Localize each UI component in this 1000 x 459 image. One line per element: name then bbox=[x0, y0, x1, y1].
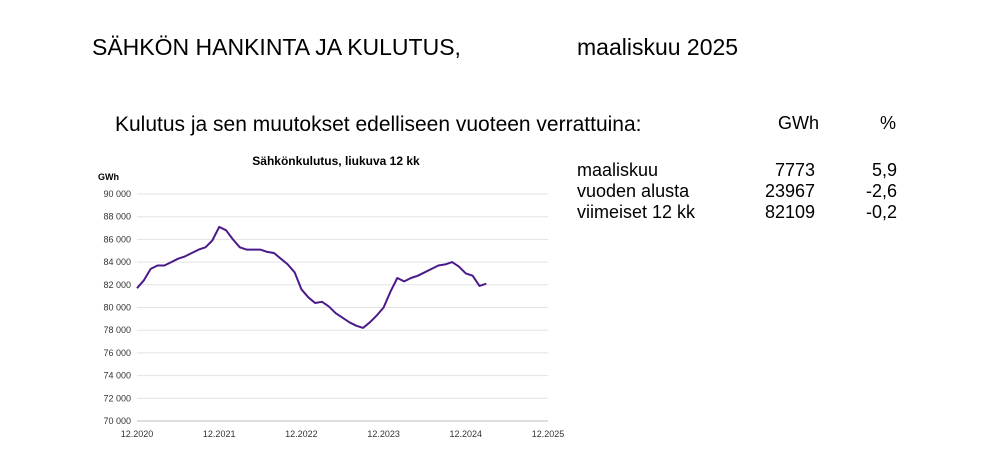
y-axis-label: GWh bbox=[98, 172, 119, 182]
x-tick-label: 12.2020 bbox=[121, 429, 154, 439]
y-tick-label: 90 000 bbox=[103, 189, 131, 199]
stat-gwh-value: 82109 bbox=[764, 202, 815, 222]
stat-percent-value: 5,9 bbox=[871, 160, 897, 180]
column-header-percent: % bbox=[880, 113, 897, 133]
y-tick-label: 82 000 bbox=[103, 280, 131, 290]
x-tick-label: 12.2025 bbox=[532, 429, 565, 439]
y-tick-labels: 70 000 72 000 74 000 76 000 78 000 80 000 82 0… bbox=[103, 189, 131, 426]
stat-label: vuoden alusta bbox=[577, 181, 690, 201]
stat-percent-value: -0,2 bbox=[865, 202, 897, 222]
stat-gwh-value: 23967 bbox=[764, 181, 815, 201]
series-line-group bbox=[136, 225, 487, 329]
stat-row-last-12-months: viimeiset 12 kk 82109 -0,2 bbox=[577, 202, 897, 224]
summary-heading: Kulutus ja sen muutokset edelliseen vuot… bbox=[115, 113, 642, 136]
y-tick-label: 78 000 bbox=[103, 325, 131, 335]
y-tick-label: 70 000 bbox=[103, 416, 131, 426]
x-tick-label: 12.2021 bbox=[203, 429, 236, 439]
chart-title: Sähkönkulutus, liukuva 12 kk bbox=[252, 154, 420, 168]
y-tick-label: 84 000 bbox=[103, 257, 131, 267]
y-tick-label: 88 000 bbox=[103, 212, 131, 222]
series-line bbox=[136, 225, 487, 329]
x-tick-label: 12.2023 bbox=[367, 429, 400, 439]
stat-row-year-to-date: vuoden alusta 23967 -2,6 bbox=[577, 181, 897, 203]
x-tick-labels: 12.2020 12.2021 12.2022 12.2023 12.2024 12.20… bbox=[121, 429, 565, 439]
report-period: maaliskuu 2025 bbox=[577, 34, 739, 60]
y-tick-label: 86 000 bbox=[103, 234, 131, 244]
page-title: SÄHKÖN HANKINTA JA KULUTUS, bbox=[92, 34, 461, 60]
y-tick-label: 74 000 bbox=[103, 371, 131, 381]
x-tick-label: 12.2022 bbox=[285, 429, 318, 439]
grid-lines bbox=[137, 193, 548, 422]
stat-label: maaliskuu bbox=[577, 160, 659, 180]
stat-percent-value: -2,6 bbox=[865, 181, 897, 201]
column-header-gwh: GWh bbox=[778, 113, 820, 133]
consumption-chart: Sähkönkulutus, liukuva 12 kk GWh 70 0007… bbox=[98, 154, 565, 439]
stat-gwh-value: 7773 bbox=[774, 160, 815, 180]
x-tick-label: 12.2024 bbox=[450, 429, 483, 439]
y-tick-label: 76 000 bbox=[103, 348, 131, 358]
y-tick-label: 80 000 bbox=[103, 303, 131, 313]
y-tick-label: 72 000 bbox=[103, 393, 131, 403]
stat-label: viimeiset 12 kk bbox=[577, 202, 696, 222]
stat-row-month: maaliskuu 7773 5,9 bbox=[577, 160, 897, 182]
